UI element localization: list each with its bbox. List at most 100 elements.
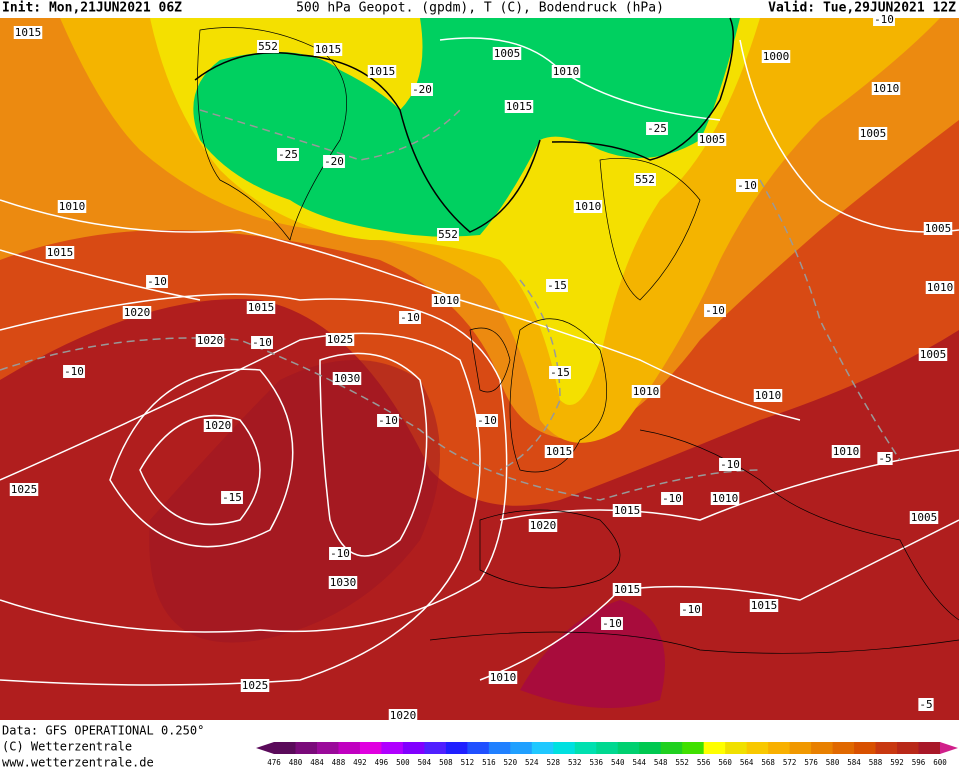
pressure-label: 1020 [124,306,151,319]
legend-swatch [424,742,446,754]
pressure-label: 1010 [59,200,86,213]
legend-label: 600 [933,758,947,767]
pressure-label: 1010 [633,385,660,398]
pressure-label: 1015 [47,246,74,259]
legend-swatch [833,742,855,754]
legend-label: 580 [826,758,840,767]
legend-label: 532 [568,758,582,767]
pressure-label: 552 [635,173,655,186]
legend-label: 556 [697,758,711,767]
legend-label: 572 [783,758,797,767]
temperature-label: -10 [400,311,420,324]
map-title: 500 hPa Geopot. (gpdm), T (C), Bodendruc… [296,1,664,16]
temperature-label: -10 [378,414,398,427]
legend-swatch [467,742,489,754]
legend-swatch [682,742,704,754]
legend-label: 480 [289,758,303,767]
temperature-label: -5 [919,698,932,711]
pressure-label: 1015 [546,445,573,458]
legend-swatch [897,742,919,754]
legend-swatch [274,742,296,754]
legend-swatch [876,742,898,754]
pressure-label: 1010 [873,82,900,95]
legend-label: 504 [418,758,432,767]
legend-swatch [596,742,618,754]
copyright: (C) Wetterzentrale [2,740,132,754]
legend-swatch [811,742,833,754]
pressure-label: 1020 [205,419,232,432]
legend-swatch [381,742,403,754]
legend-swatch [768,742,790,754]
pressure-label: 1010 [712,492,739,505]
temperature-label: -10 [737,179,757,192]
legend-label: 476 [267,758,281,767]
temperature-label: -10 [477,414,497,427]
pressure-label: 1030 [334,372,361,385]
legend-label: 496 [375,758,389,767]
pressure-label: 1010 [755,389,782,402]
pressure-label: 1015 [369,65,396,78]
temperature-label: -10 [662,492,682,505]
pressure-label: 1030 [330,576,357,589]
pressure-label: 1015 [614,504,641,517]
legend-swatch [338,742,360,754]
legend-swatch [403,742,425,754]
pressure-label: 1010 [433,294,460,307]
legend-label: 576 [804,758,818,767]
legend-label: 568 [761,758,775,767]
legend-swatch [725,742,747,754]
legend-label: 484 [310,758,324,767]
legend-swatch [790,742,812,754]
website: www.wetterzentrale.de [2,756,154,770]
legend-label: 540 [611,758,625,767]
legend-swatch [532,742,554,754]
temperature-label: -10 [64,365,84,378]
legend-label: 528 [547,758,561,767]
legend-label: 548 [654,758,668,767]
legend-label: 508 [439,758,453,767]
pressure-label: 1015 [614,583,641,596]
pressure-label: 1025 [327,333,354,346]
legend-swatch [919,742,941,754]
legend-swatch [446,742,468,754]
pressure-label: 1025 [242,679,269,692]
legend-label: 512 [461,758,475,767]
pressure-label: 552 [258,40,278,53]
legend-label: 560 [718,758,732,767]
pressure-label: 1015 [751,599,778,612]
temperature-label: -10 [681,603,701,616]
legend-swatch [747,742,769,754]
temperature-label: -10 [602,617,622,630]
pressure-label: 1005 [920,348,947,361]
legend-swatch [575,742,597,754]
pressure-label: 1020 [530,519,557,532]
pressure-label: 1015 [15,26,42,39]
legend-label: 536 [589,758,603,767]
pressure-label: 552 [438,228,458,241]
legend-swatch [704,742,726,754]
pressure-label: 1015 [315,43,342,56]
pressure-label: 1005 [911,511,938,524]
legend-label: 524 [525,758,539,767]
legend-swatch [489,742,511,754]
init-time: Init: Mon,21JUN2021 06Z [2,1,182,16]
legend-label: 564 [740,758,754,767]
pressure-label: 1020 [390,709,417,722]
legend-label: 588 [869,758,883,767]
legend-swatch [639,742,661,754]
pressure-label: 1005 [925,222,952,235]
pressure-label: 1005 [860,127,887,140]
legend-swatch [317,742,339,754]
temperature-label: -25 [278,148,298,161]
pressure-label: 1010 [553,65,580,78]
pressure-label: 1010 [575,200,602,213]
temperature-label: -15 [547,279,567,292]
temperature-label: -10 [720,458,740,471]
pressure-label: 1005 [494,47,521,60]
legend-swatch [661,742,683,754]
legend-label: 520 [504,758,518,767]
temperature-label: -20 [324,155,344,168]
legend-arrow-right [940,742,958,754]
